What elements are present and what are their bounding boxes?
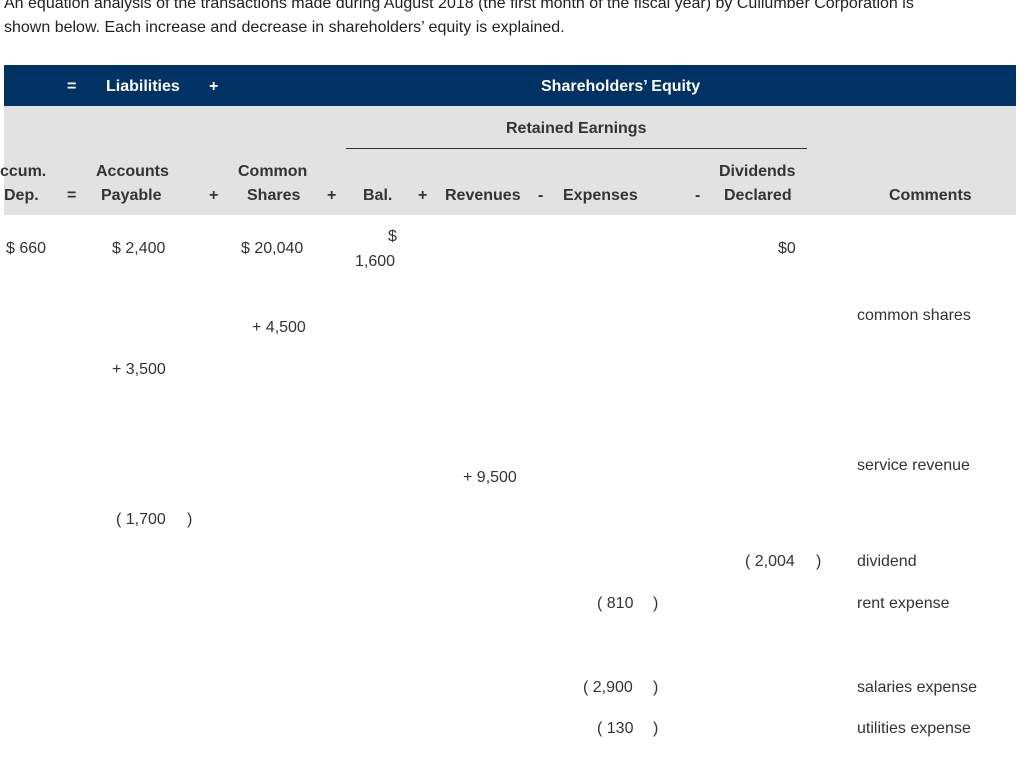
col-dividends-line1: Dividends (719, 163, 796, 180)
col-cs-line2: Shares (247, 187, 301, 204)
header-plus: + (209, 78, 219, 95)
txn-comment: dividend (857, 553, 917, 570)
balance-common-shares: $ 20,040 (241, 240, 304, 257)
col-accum-line1: ccum. (0, 163, 47, 180)
txn-dividend-value: ( 2,004 (745, 553, 795, 570)
txn-revenue-value: + 9,500 (463, 469, 517, 486)
balance-bal-value: 1,600 (355, 253, 396, 270)
col-bal: Bal. (363, 187, 393, 204)
txn-common-shares-value: + 4,500 (252, 319, 306, 336)
txn-expense-value: ( 2,900 (583, 679, 633, 696)
txn-close-paren: ) (653, 595, 659, 612)
txn-close-paren: ) (653, 720, 659, 737)
intro-paragraph: An equation analysis of the transactions… (4, 0, 1014, 40)
txn-close-paren: ) (653, 679, 659, 696)
retained-earnings-rule (346, 148, 807, 149)
txn-comment: salaries expense (857, 679, 978, 696)
col-expenses: Expenses (563, 187, 638, 204)
col-revenues: Revenues (445, 187, 521, 204)
header-shareholders-equity: Shareholders’ Equity (541, 78, 701, 95)
col-minus-2: - (695, 187, 701, 204)
col-equals: = (67, 187, 77, 204)
txn-comment: rent expense (857, 595, 950, 612)
header-equals: = (67, 78, 77, 95)
col-plus-3: + (418, 187, 428, 204)
txn-expense-value: ( 810 (597, 595, 634, 612)
txn-comment: service revenue (857, 457, 970, 474)
balance-dividends: $0 (778, 240, 796, 257)
col-ap-line1: Accounts (96, 163, 169, 180)
header-band (4, 65, 1016, 106)
col-cs-line1: Common (238, 163, 308, 180)
col-minus-1: - (538, 187, 544, 204)
txn-accounts-payable-value: + 3,500 (112, 361, 166, 378)
txn-close-paren: ) (187, 511, 193, 528)
col-dividends-line2: Declared (724, 187, 792, 204)
intro-line-1: An equation analysis of the transactions… (4, 0, 914, 12)
balance-accum-dep: $ 660 (6, 240, 47, 257)
col-comments: Comments (889, 187, 972, 204)
txn-comment: common shares (857, 307, 971, 324)
column-header-band (4, 106, 1016, 215)
header-liabilities: Liabilities (106, 78, 180, 95)
balance-bal-symbol: $ (388, 228, 397, 245)
txn-comment: utilities expense (857, 720, 971, 737)
col-ap-line2: Payable (101, 187, 162, 204)
col-accum-line2: Dep. (4, 187, 39, 204)
txn-close-paren: ) (816, 553, 822, 570)
col-plus-2: + (327, 187, 337, 204)
txn-accounts-payable-value: ( 1,700 (116, 511, 166, 528)
balance-accounts-payable: $ 2,400 (112, 240, 166, 257)
intro-line-2: shown below. Each increase and decrease … (4, 19, 565, 36)
header-retained-earnings: Retained Earnings (506, 120, 647, 137)
col-plus-1: + (209, 187, 219, 204)
txn-expense-value: ( 130 (597, 720, 634, 737)
